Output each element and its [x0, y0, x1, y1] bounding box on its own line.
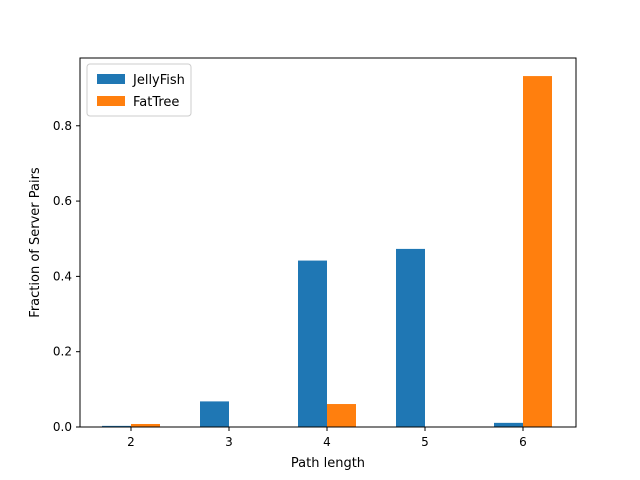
x-axis-ticks: 2 3 4 5 6 [127, 427, 527, 449]
legend-label-jellyfish: JellyFish [132, 73, 185, 88]
y-tick-label: 0.6 [53, 194, 72, 208]
x-tick-label: 6 [519, 435, 527, 449]
y-axis-ticks: 0.0 0.2 0.4 0.6 0.8 [53, 119, 80, 434]
y-tick-label: 0.2 [53, 345, 72, 359]
bar-fattree-4 [327, 404, 356, 427]
bar-fattree-6 [523, 76, 552, 427]
x-tick-label: 4 [323, 435, 331, 449]
x-axis-label: Path length [291, 456, 365, 471]
legend-label-fattree: FatTree [133, 95, 179, 110]
y-tick-label: 0.0 [53, 420, 72, 434]
x-tick-label: 5 [421, 435, 429, 449]
bar-jellyfish-5 [396, 248, 425, 427]
bar-jellyfish-6 [494, 422, 523, 427]
x-tick-label: 2 [127, 435, 135, 449]
y-tick-label: 0.8 [53, 119, 72, 133]
bar-jellyfish-3 [200, 401, 229, 427]
bar-jellyfish-4 [298, 260, 327, 427]
y-tick-label: 0.4 [53, 269, 72, 283]
legend-swatch-jellyfish [97, 74, 125, 84]
axes-frame [79, 57, 577, 428]
legend-swatch-fattree [97, 96, 125, 106]
y-axis-label: Fraction of Server Pairs [28, 167, 43, 318]
legend: JellyFish FatTree [86, 63, 192, 117]
bar-fattree-2 [131, 423, 160, 427]
bars-group [102, 76, 552, 427]
bar-jellyfish-2 [102, 425, 131, 427]
x-tick-label: 3 [225, 435, 233, 449]
